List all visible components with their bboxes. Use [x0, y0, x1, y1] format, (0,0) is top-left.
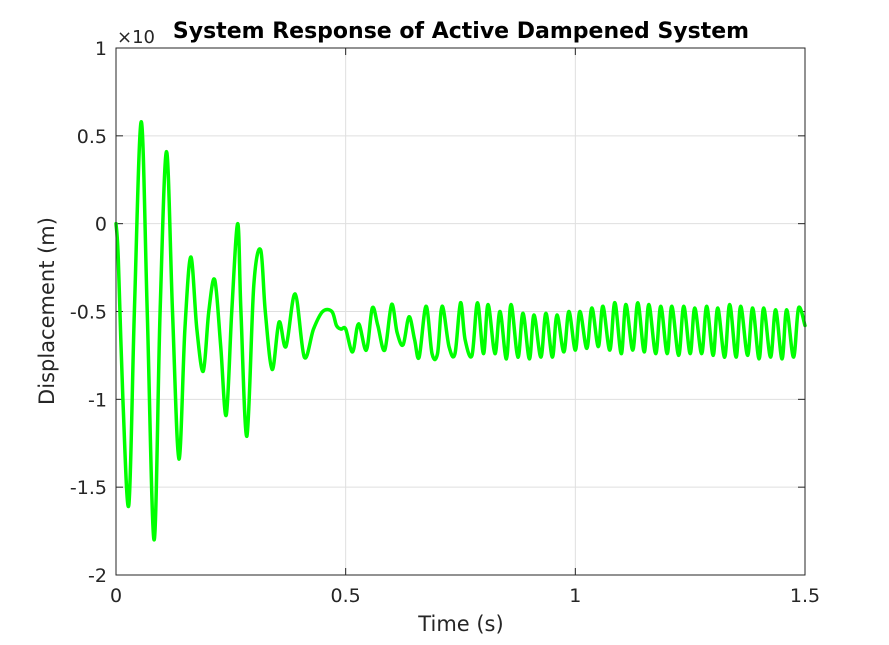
plot-frame — [115, 47, 806, 576]
x-tick-label: 1.5 — [790, 585, 820, 607]
chart-title: System Response of Active Dampened Syste… — [173, 19, 749, 44]
x-axis-label: Time (s) — [417, 612, 503, 636]
y-axis-label: Displacement (m) — [35, 217, 59, 405]
x-tick-label: 1 — [569, 585, 581, 607]
y-tick-label: 0.5 — [77, 126, 107, 148]
y-tick-label: -1 — [88, 389, 107, 411]
y-tick-label: 1 — [95, 38, 107, 60]
y-tick-label: 0 — [95, 214, 107, 236]
series-layer — [114, 120, 807, 542]
y-tick-label: -1.5 — [70, 477, 107, 499]
y-tick-label: -0.5 — [70, 302, 107, 324]
y-tick-label: -2 — [88, 565, 107, 587]
x-tick-label: 0 — [110, 585, 122, 607]
tick-labels: 0 0.5 1 1.5 1 0.5 0 -0.5 -1 -1.5 -2 — [70, 38, 820, 607]
series-line-0 — [114, 120, 807, 542]
y-exponent-label: ×10 — [117, 27, 155, 48]
x-tick-label: 0.5 — [331, 585, 361, 607]
